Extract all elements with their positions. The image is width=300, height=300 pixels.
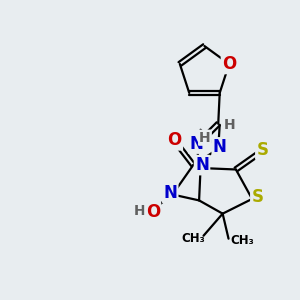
Text: CH₃: CH₃ xyxy=(181,232,205,245)
Text: N: N xyxy=(163,184,177,202)
Text: O: O xyxy=(222,55,236,73)
Text: H: H xyxy=(199,131,211,145)
Text: N: N xyxy=(213,138,226,156)
Text: H: H xyxy=(134,204,145,218)
Text: N: N xyxy=(189,135,203,153)
Text: N: N xyxy=(195,156,209,174)
Text: O: O xyxy=(146,203,160,221)
Text: H: H xyxy=(224,118,235,132)
Text: S: S xyxy=(251,188,263,206)
Text: S: S xyxy=(256,141,268,159)
Text: O: O xyxy=(167,131,182,149)
Text: CH₃: CH₃ xyxy=(230,234,254,247)
